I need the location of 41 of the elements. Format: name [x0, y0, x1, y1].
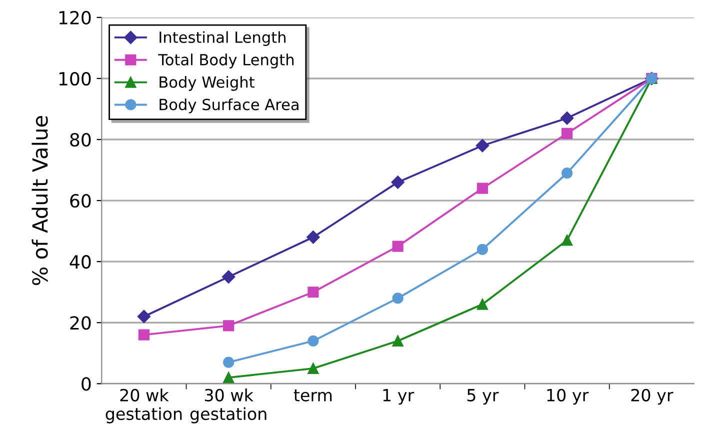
y-axis-title: % of Adult Value: [32, 116, 48, 286]
y-tick-label: 0: [82, 377, 91, 391]
point: [223, 372, 234, 384]
x-tick-label: 5 yr: [467, 389, 499, 405]
legend-label: Intestinal Length: [160, 31, 286, 46]
point: [562, 168, 573, 179]
point: [391, 176, 404, 189]
point: [137, 310, 151, 324]
x-tick-label: 1 yr: [383, 389, 414, 405]
x-tick-label: 20 wk gestation: [106, 388, 182, 424]
point: [392, 335, 404, 347]
legend-label: Total Body Length: [158, 54, 294, 68]
point: [392, 292, 404, 304]
point: [476, 139, 490, 152]
y-tick-label: 120: [59, 10, 91, 25]
point: [308, 286, 319, 298]
point: [222, 270, 236, 284]
point: [560, 112, 574, 125]
legend-label: Body Weight: [160, 76, 254, 91]
y-tick-label: 60: [70, 194, 91, 208]
point: [308, 362, 319, 374]
x-tick-label: term: [294, 390, 332, 402]
point: [476, 298, 488, 310]
x-tick-label: 20 yr: [631, 388, 674, 405]
y-tick-label: 20: [70, 316, 91, 330]
point: [223, 356, 234, 368]
y-tick-label: 80: [70, 132, 91, 147]
point: [562, 128, 573, 139]
legend-label: Body Surface Area: [160, 98, 298, 114]
point: [306, 230, 320, 244]
point: [138, 329, 150, 340]
point: [392, 240, 404, 252]
x-tick-label: 10 yr: [547, 388, 589, 405]
x-tick-label: 30 wk gestation: [190, 388, 266, 424]
point: [476, 182, 488, 194]
point: [308, 335, 319, 347]
y-tick-label: 100: [59, 72, 91, 86]
point: [223, 320, 234, 332]
point: [562, 234, 573, 246]
point: [476, 244, 488, 255]
y-tick-label: 40: [70, 255, 91, 269]
